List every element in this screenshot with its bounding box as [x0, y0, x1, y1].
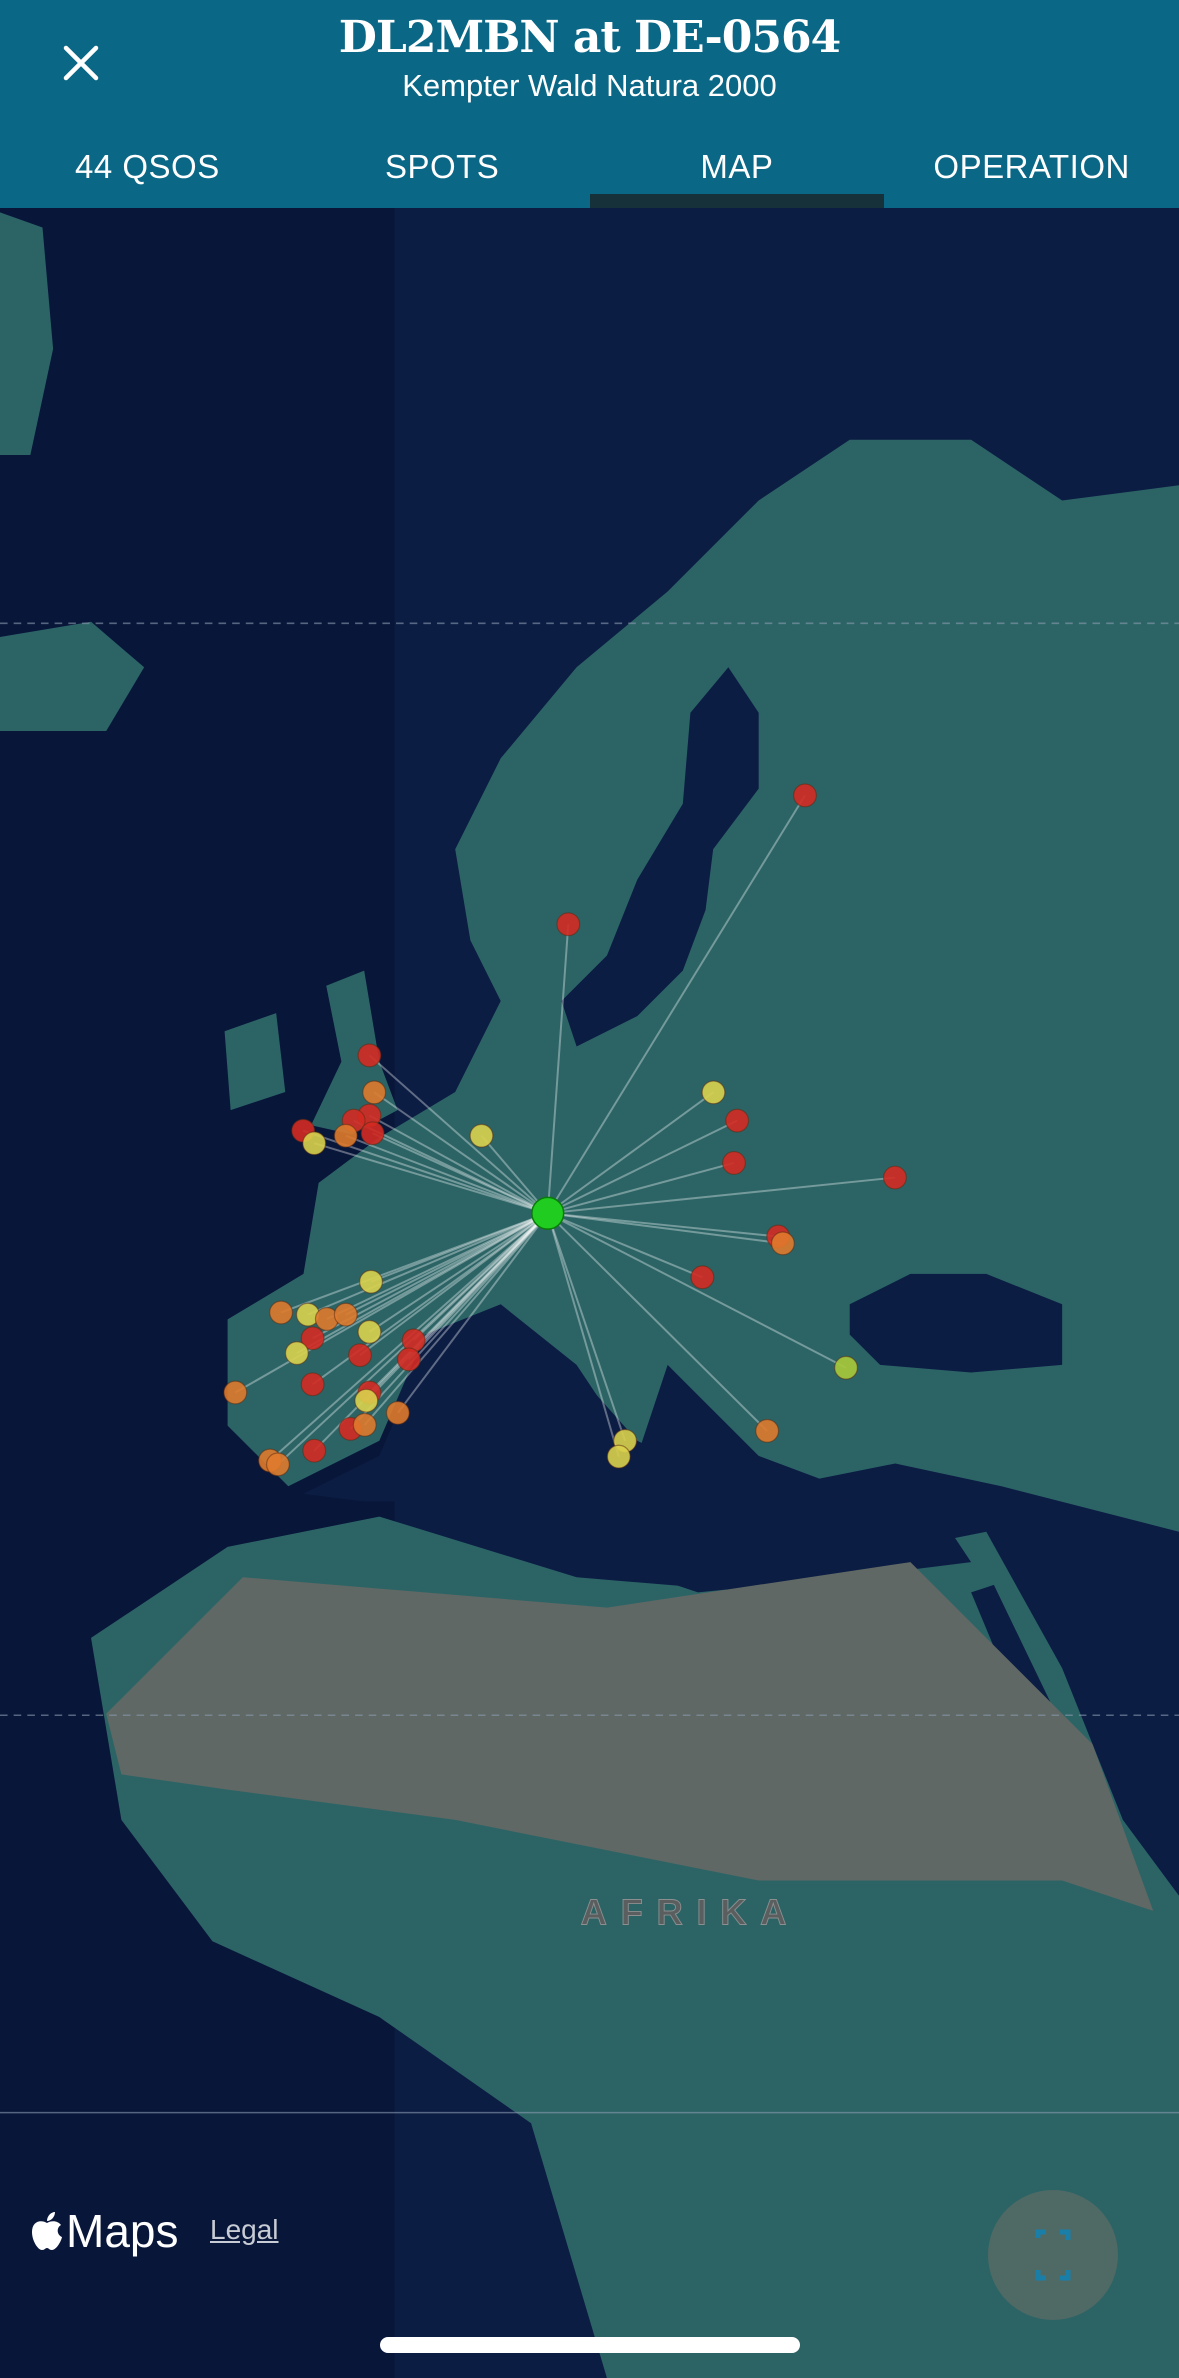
qso-path-line — [313, 1212, 549, 1452]
qso-path-line — [408, 1212, 549, 1361]
tab-spots[interactable]: SPOTS — [384, 148, 500, 185]
maps-attribution: Maps — [66, 2205, 179, 2257]
sahara — [106, 1562, 1154, 1911]
qso-path-line — [365, 1212, 549, 1402]
qso-path-line — [280, 1212, 549, 1314]
continent-label: AFRIKA — [581, 1892, 800, 1933]
qso-path-line — [547, 1212, 703, 1279]
qso-path-line — [368, 1114, 549, 1215]
qso-path-line — [368, 1054, 549, 1215]
qso-path-line — [412, 1212, 549, 1342]
home-station-marker[interactable] — [531, 1196, 565, 1230]
tab-bar: 44 QSOS SPOTS MAP OPERATION — [0, 140, 1179, 208]
qso-path-line — [313, 1142, 549, 1215]
qso-path-line — [547, 1212, 779, 1238]
close-icon[interactable] — [56, 38, 106, 88]
user-tracking-button[interactable] — [988, 2190, 1118, 2320]
qso-marker[interactable] — [690, 1265, 715, 1290]
tab-qsos[interactable]: 44 QSOS — [75, 148, 220, 185]
qso-marker[interactable] — [357, 1043, 382, 1068]
qso-markers — [223, 783, 907, 1477]
qso-marker[interactable] — [793, 783, 817, 808]
qso-marker[interactable] — [357, 1319, 382, 1344]
qso-marker[interactable] — [725, 1108, 750, 1133]
qso-marker[interactable] — [265, 1452, 290, 1477]
qso-path-line — [546, 794, 806, 1214]
qso-marker[interactable] — [302, 1438, 327, 1463]
qso-path-line — [359, 1212, 549, 1356]
qso-marker[interactable] — [362, 1080, 387, 1105]
qso-path-line — [397, 1212, 549, 1414]
apple-maps-logo: Maps — [30, 2204, 178, 2258]
qso-path-line — [547, 1119, 738, 1215]
qso-path-line — [546, 1212, 620, 1457]
qso-path-line — [547, 1091, 715, 1215]
qso-marker[interactable] — [770, 1231, 795, 1256]
qso-path-line — [370, 1212, 549, 1283]
qso-marker[interactable] — [347, 1343, 372, 1368]
page-title: DL2MBN at DE-0564 — [338, 12, 842, 63]
qso-marker[interactable] — [469, 1123, 494, 1148]
qso-path-line — [372, 1132, 549, 1215]
qso-marker[interactable] — [300, 1326, 325, 1351]
qso-marker[interactable] — [755, 1418, 780, 1443]
qso-path-line — [546, 1212, 627, 1442]
iceland — [0, 621, 145, 731]
qso-path-line — [547, 1176, 896, 1215]
qso-path-line — [480, 1135, 549, 1214]
tab-map[interactable]: MAP — [589, 140, 885, 208]
qso-marker[interactable] — [284, 1341, 309, 1366]
qso-marker[interactable] — [223, 1380, 248, 1405]
qso-path-line — [363, 1212, 549, 1426]
qso-marker[interactable] — [352, 1412, 377, 1437]
qso-marker[interactable] — [354, 1388, 379, 1413]
qso-path-line — [368, 1212, 549, 1333]
qso-marker[interactable] — [834, 1355, 859, 1380]
home-indicator[interactable] — [380, 2337, 800, 2353]
qso-marker[interactable] — [882, 1165, 907, 1190]
ireland — [224, 1013, 286, 1111]
legal-link[interactable]: Legal — [210, 2214, 279, 2245]
qso-path-line — [547, 1212, 784, 1245]
qso-path-line — [296, 1212, 549, 1354]
qso-path-line — [307, 1212, 549, 1316]
qso-marker[interactable] — [333, 1302, 358, 1327]
qso-marker[interactable] — [721, 1150, 746, 1175]
qso-marker[interactable] — [360, 1121, 385, 1146]
qso-path-line — [546, 924, 570, 1214]
qso-path-line — [345, 1212, 549, 1316]
qso-path-line — [353, 1119, 549, 1215]
qso-path-line — [345, 1134, 549, 1215]
qso-marker[interactable] — [701, 1080, 726, 1105]
qso-path-line — [326, 1212, 549, 1320]
page-subtitle: Kempter Wald Natura 2000 — [402, 68, 777, 103]
header: DL2MBN at DE-0564 Kempter Wald Natura 20… — [0, 0, 1179, 208]
greenland — [0, 212, 54, 455]
qso-path-line — [234, 1212, 549, 1394]
user-tracking-icon — [1035, 2229, 1071, 2281]
qso-marker[interactable] — [359, 1269, 384, 1294]
qso-marker[interactable] — [385, 1400, 410, 1425]
qso-marker[interactable] — [606, 1444, 631, 1469]
black-sea — [849, 1273, 1063, 1373]
qso-marker[interactable] — [333, 1123, 358, 1148]
qso-marker[interactable] — [269, 1300, 294, 1325]
apple-icon — [32, 2212, 62, 2250]
qso-path-line — [349, 1212, 549, 1430]
qso-path-line — [547, 1162, 735, 1215]
mediterranean-sea — [303, 1319, 972, 1593]
qso-path-line — [547, 1212, 847, 1369]
qso-marker[interactable] — [556, 912, 581, 937]
qso-marker[interactable] — [302, 1131, 327, 1156]
tab-operation[interactable]: OPERATION — [933, 148, 1130, 185]
qso-marker[interactable] — [300, 1372, 325, 1397]
qso-marker[interactable] — [396, 1347, 421, 1372]
eurasia — [227, 439, 1179, 1532]
qso-lines — [234, 794, 896, 1466]
qso-path-line — [547, 1212, 768, 1432]
baltic-sea — [561, 667, 759, 1047]
qso-path-line — [373, 1091, 549, 1215]
